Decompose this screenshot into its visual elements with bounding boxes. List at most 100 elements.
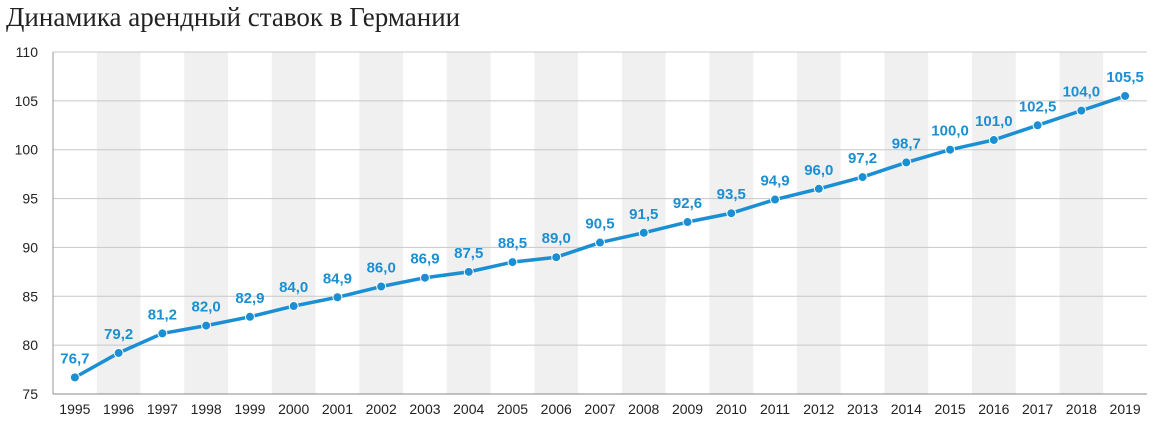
data-label: 96,0 xyxy=(804,162,833,179)
data-label: 90,5 xyxy=(585,216,614,233)
data-label: 101,0 xyxy=(975,113,1013,130)
x-tick-label: 2002 xyxy=(366,401,397,417)
x-tick-label: 2012 xyxy=(803,401,834,417)
x-tick-label: 2013 xyxy=(847,401,878,417)
y-tick-label: 90 xyxy=(22,239,38,255)
chart-title: Динамика арендный ставок в Германии xyxy=(6,2,461,32)
x-axis-ticks: 1995 1996 1997 1998 1999 2000 2001 2002 2003 2004… xyxy=(59,401,1141,417)
data-label: 91,5 xyxy=(629,206,658,223)
x-tick-label: 2003 xyxy=(409,401,440,417)
data-label: 86,0 xyxy=(367,260,396,277)
gridlines xyxy=(52,51,1147,395)
x-tick-label: 2014 xyxy=(891,401,922,417)
data-label: 89,0 xyxy=(542,230,571,247)
x-tick-label: 2009 xyxy=(672,401,703,417)
column-band xyxy=(621,52,666,394)
data-points xyxy=(69,90,1131,383)
x-tick-label: 2001 xyxy=(322,401,353,417)
y-tick-label: 95 xyxy=(22,191,38,207)
data-label: 100,0 xyxy=(931,123,969,140)
data-label: 84,0 xyxy=(279,279,308,296)
data-label: 104,0 xyxy=(1063,84,1101,101)
x-tick-label: 2015 xyxy=(935,401,966,417)
data-label: 84,9 xyxy=(323,270,352,287)
y-axis-ticks: 75 80 85 90 95 100 105 110 xyxy=(15,44,39,402)
data-point xyxy=(988,134,999,145)
data-point xyxy=(332,292,343,303)
column-bands xyxy=(96,52,1104,394)
column-band xyxy=(271,52,316,394)
x-tick-label: 2016 xyxy=(978,401,1009,417)
column-band xyxy=(1059,52,1104,394)
x-tick-label: 2017 xyxy=(1022,401,1053,417)
column-band xyxy=(96,52,141,394)
data-point xyxy=(551,252,562,263)
x-tick-label: 1997 xyxy=(147,401,178,417)
data-point xyxy=(244,311,255,322)
column-band xyxy=(884,52,929,394)
data-point xyxy=(638,227,649,238)
y-tick-label: 105 xyxy=(15,93,39,109)
data-point xyxy=(770,194,781,205)
data-point xyxy=(157,328,168,339)
data-point xyxy=(1076,105,1087,116)
y-tick-label: 80 xyxy=(22,337,38,353)
data-label: 87,5 xyxy=(454,245,483,262)
data-label: 105,5 xyxy=(1106,69,1144,86)
column-band xyxy=(796,52,841,394)
data-label: 97,2 xyxy=(848,150,877,167)
x-tick-label: 2008 xyxy=(628,401,659,417)
column-band xyxy=(971,52,1016,394)
data-labels: 76,7 79,2 81,2 82,0 82,9 84,0 84,9 86,0 86,9 87,5… xyxy=(60,69,1144,367)
column-band xyxy=(359,52,404,394)
x-tick-label: 2019 xyxy=(1110,401,1141,417)
x-tick-label: 2000 xyxy=(278,401,309,417)
x-tick-label: 1999 xyxy=(234,401,265,417)
data-label: 94,9 xyxy=(760,173,789,190)
data-point xyxy=(1032,120,1043,131)
data-point xyxy=(1120,90,1131,101)
data-label: 102,5 xyxy=(1019,98,1057,115)
data-point xyxy=(595,237,605,248)
data-point xyxy=(945,144,956,155)
x-tick-label: 1995 xyxy=(59,401,90,417)
data-point xyxy=(813,183,824,194)
data-point xyxy=(201,320,212,331)
data-point xyxy=(288,301,299,312)
data-point xyxy=(507,257,518,268)
x-tick-label: 1996 xyxy=(103,401,134,417)
y-tick-label: 100 xyxy=(15,142,39,158)
data-point xyxy=(682,217,693,228)
y-tick-label: 75 xyxy=(22,386,38,402)
y-tick-label: 85 xyxy=(22,288,38,304)
data-point xyxy=(901,157,912,168)
data-label: 93,5 xyxy=(717,186,746,203)
column-band xyxy=(534,52,579,394)
data-point xyxy=(376,281,387,292)
x-tick-label: 1998 xyxy=(191,401,222,417)
data-point xyxy=(463,266,474,277)
x-tick-label: 2007 xyxy=(584,401,615,417)
data-label: 79,2 xyxy=(104,326,133,343)
x-tick-label: 2010 xyxy=(716,401,747,417)
data-label: 92,6 xyxy=(673,195,702,212)
data-point xyxy=(69,372,80,383)
data-point xyxy=(726,208,737,219)
data-label: 98,7 xyxy=(892,135,921,152)
column-band xyxy=(184,52,229,394)
data-label: 88,5 xyxy=(498,235,527,252)
x-tick-label: 2018 xyxy=(1066,401,1097,417)
data-label: 82,0 xyxy=(192,299,221,316)
data-label: 81,2 xyxy=(148,306,177,323)
data-point xyxy=(419,272,430,283)
data-point xyxy=(113,347,124,358)
x-tick-label: 2004 xyxy=(453,401,484,417)
column-band xyxy=(709,52,754,394)
y-tick-label: 110 xyxy=(16,44,39,60)
x-tick-label: 2005 xyxy=(497,401,528,417)
data-label: 86,9 xyxy=(410,251,439,268)
data-point xyxy=(857,172,868,183)
data-label: 82,9 xyxy=(235,290,264,307)
data-label: 76,7 xyxy=(60,350,89,367)
